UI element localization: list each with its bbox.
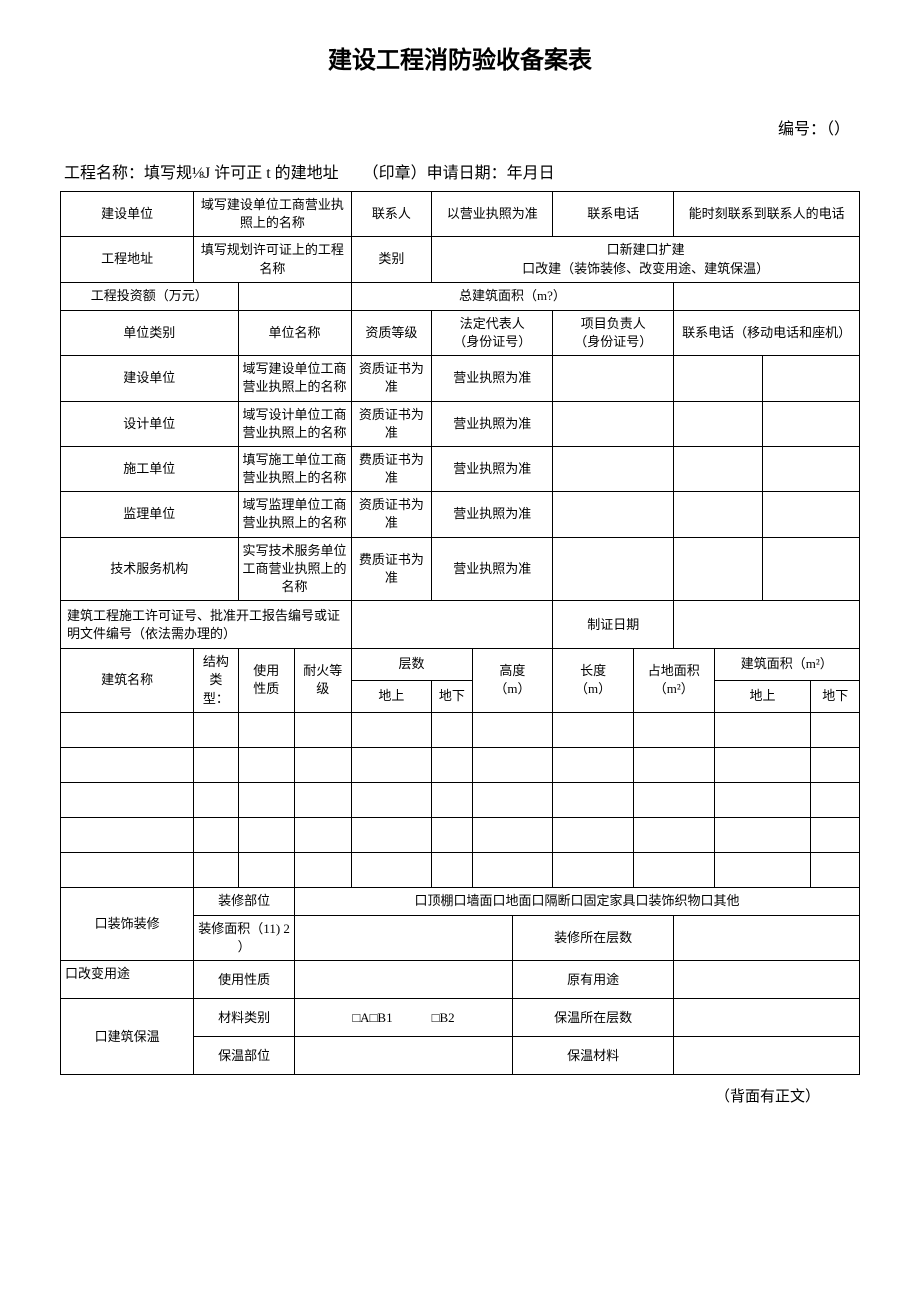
- insul-label: 口建筑保温: [61, 999, 194, 1075]
- table-row: 营业执照为准: [432, 446, 553, 491]
- insul-mat2: 保温材料: [512, 1037, 673, 1075]
- table-row: [763, 492, 860, 537]
- table-row: [553, 401, 674, 446]
- cell-permit: 建筑工程施工许可证号、批准开工报告编号或证明文件编号（依法需办理的）: [61, 601, 352, 649]
- insul-mat-val: □A□B1 □B2: [295, 999, 513, 1037]
- cell-total-area: 总建筑面积（m?）: [351, 282, 674, 310]
- table-row: 建设单位: [61, 356, 239, 401]
- cell-phone-val: 能时刻联系到联系人的电话: [674, 192, 860, 237]
- table-row: [763, 537, 860, 601]
- table-row: [553, 446, 674, 491]
- deco-part-val: 口顶棚口墙面口地面口隔断口固定家具口装饰织物口其他: [295, 887, 860, 915]
- table-row: 填写施工单位工商营业执照上的名称: [238, 446, 351, 491]
- change-label: 口改变用途: [61, 961, 194, 999]
- table-row: [763, 356, 860, 401]
- table-row: 营业执照为准: [432, 537, 553, 601]
- cell-category: 类别: [351, 237, 432, 282]
- bh-area: 建筑面积（m²）: [714, 649, 859, 681]
- deco-area: 装修面积（11) 2 ）: [194, 915, 295, 960]
- cell-invest-val: [238, 282, 351, 310]
- cell-total-area-val: [674, 282, 860, 310]
- table-row: [674, 492, 763, 537]
- main-table: 建设单位 域写建设单位工商营业执照上的名称 联系人 以营业执照为准 联系电话 能…: [60, 191, 860, 1075]
- table-row: 费质证书为准: [351, 446, 432, 491]
- table-row: 技术服务机构: [61, 537, 239, 601]
- bh-length: 长度 （m）: [553, 649, 634, 713]
- cell-contact-val: 以营业执照为准: [432, 192, 553, 237]
- insul-floor-val: [674, 999, 860, 1037]
- bh-floors: 层数: [351, 649, 472, 681]
- change-original: 原有用途: [512, 961, 673, 999]
- table-row: 域写设计单位工商营业执照上的名称: [238, 401, 351, 446]
- bh-above: 地上: [351, 680, 432, 712]
- cell-category-val: 口新建口扩建 口改建（装饰装修、改变用途、建筑保温）: [432, 237, 860, 282]
- cell-permit-date: 制证日期: [553, 601, 674, 649]
- table-row: [674, 446, 763, 491]
- cell-invest: 工程投资额（万元）: [61, 282, 239, 310]
- deco-floor: 装修所在层数: [512, 915, 673, 960]
- cell-unit-type: 单位类别: [61, 310, 239, 355]
- table-row: [763, 401, 860, 446]
- table-row: 设计单位: [61, 401, 239, 446]
- change-nature-val: [295, 961, 513, 999]
- footer-note: （背面有正文）: [60, 1085, 860, 1106]
- table-row: 资质证书为准: [351, 401, 432, 446]
- table-row: 实写技术服务单位工商营业执照上的名称: [238, 537, 351, 601]
- insul-part-val: [295, 1037, 513, 1075]
- header-line: 工程名称：填写规⅛J 许可正 t 的建地址 （印章）申请日期：年月日: [60, 159, 860, 183]
- cell-unit: 建设单位: [61, 192, 194, 237]
- bh-fire: 耐火等级: [295, 649, 351, 713]
- cell-address: 工程地址: [61, 237, 194, 282]
- insul-mat-type: 材料类别: [194, 999, 295, 1037]
- bh-land: 占地面积 （m²）: [633, 649, 714, 713]
- deco-area-val: [295, 915, 513, 960]
- bh-area-below: 地下: [811, 680, 860, 712]
- cell-phone: 联系电话: [553, 192, 674, 237]
- insul-part: 保温部位: [194, 1037, 295, 1075]
- table-row: [763, 446, 860, 491]
- table-row: 施工单位: [61, 446, 239, 491]
- table-row: 资质证书为准: [351, 492, 432, 537]
- table-row: [553, 492, 674, 537]
- bh-area-above: 地上: [714, 680, 811, 712]
- deco-part: 装修部位: [194, 887, 295, 915]
- bh-struct: 结构 类型：: [194, 649, 238, 713]
- page-title: 建设工程消防验收备案表: [60, 40, 860, 75]
- table-row: [674, 537, 763, 601]
- table-row: 费质证书为准: [351, 537, 432, 601]
- cell-address-val: 填写规划许可证上的工程名称: [194, 237, 351, 282]
- insul-floor: 保温所在层数: [512, 999, 673, 1037]
- cell-unit-name-h: 单位名称: [238, 310, 351, 355]
- deco-floor-val: [674, 915, 860, 960]
- cell-pm: 项目负责人 （身份证号）: [553, 310, 674, 355]
- bh-usage: 使用 性质: [238, 649, 294, 713]
- bh-height: 高度 （m）: [472, 649, 553, 713]
- cell-unit-name: 域写建设单位工商营业执照上的名称: [194, 192, 351, 237]
- cell-phone2: 联系电话（移动电话和座机）: [674, 310, 860, 355]
- cell-grade: 资质等级: [351, 310, 432, 355]
- deco-label: 口装饰装修: [61, 887, 194, 960]
- cell-legal: 法定代表人 （身份证号）: [432, 310, 553, 355]
- cell-permit-date-val: [674, 601, 860, 649]
- insul-mat2-val: [674, 1037, 860, 1075]
- table-row: 域写建设单位工商营业执照上的名称: [238, 356, 351, 401]
- table-row: 资质证书为准: [351, 356, 432, 401]
- bh-name: 建筑名称: [61, 649, 194, 713]
- cell-permit-val: [351, 601, 553, 649]
- table-row: 域写监理单位工商营业执照上的名称: [238, 492, 351, 537]
- table-row: 监理单位: [61, 492, 239, 537]
- change-nature: 使用性质: [194, 961, 295, 999]
- table-row: 营业执照为准: [432, 356, 553, 401]
- table-row: [553, 537, 674, 601]
- table-row: [674, 401, 763, 446]
- number-label: 编号：（）: [60, 115, 860, 139]
- table-row: 营业执照为准: [432, 492, 553, 537]
- cell-contact: 联系人: [351, 192, 432, 237]
- table-row: 营业执照为准: [432, 401, 553, 446]
- table-row: [674, 356, 763, 401]
- bh-below: 地下: [432, 680, 472, 712]
- table-row: [553, 356, 674, 401]
- change-original-val: [674, 961, 860, 999]
